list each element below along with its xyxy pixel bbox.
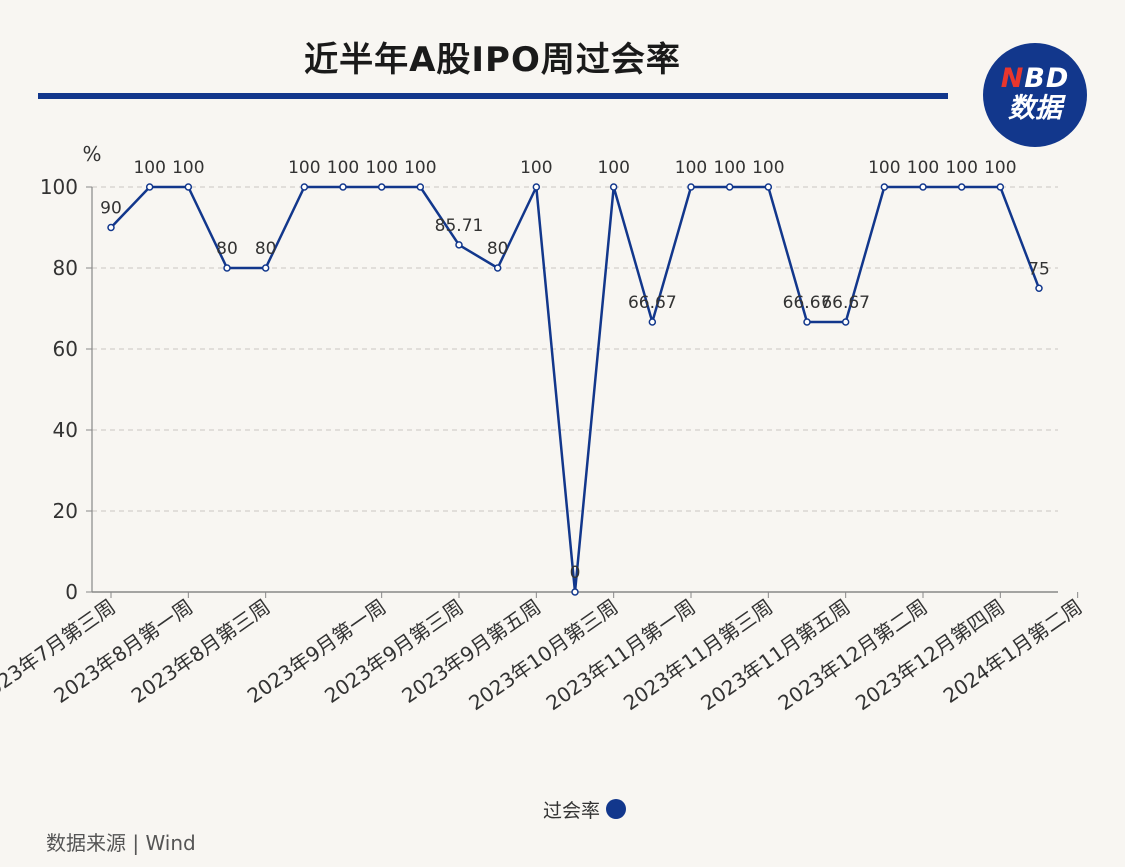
data-label: 100 <box>520 158 552 178</box>
data-point <box>1035 284 1043 292</box>
data-point <box>648 318 657 326</box>
y-tick-label: 100 <box>40 175 78 199</box>
data-label: 75 <box>1028 259 1050 279</box>
y-tick-label: 0 <box>65 580 78 604</box>
series-line <box>110 185 1041 594</box>
data-label: 100 <box>984 158 1016 178</box>
data-label: 100 <box>133 158 165 178</box>
logo-brand-prefix: N <box>1000 63 1025 94</box>
data-label: 0 <box>570 563 581 583</box>
data-label: 100 <box>172 158 204 178</box>
data-points <box>107 183 1043 596</box>
data-point <box>880 183 889 191</box>
logo-brand-rest: BD <box>1024 63 1070 94</box>
y-axis-ticks: 0 20 40 60 80 100 <box>40 175 92 604</box>
data-point <box>803 318 811 326</box>
data-label: 100 <box>713 158 745 178</box>
data-label: 100 <box>907 158 939 178</box>
data-label: 80 <box>487 239 509 259</box>
data-point <box>493 264 502 272</box>
data-point <box>223 264 231 272</box>
y-tick-label: 20 <box>53 499 78 523</box>
legend-label: 过会率 <box>543 800 600 822</box>
data-point <box>996 183 1005 191</box>
title-underline <box>38 93 948 99</box>
data-label: 100 <box>597 158 629 178</box>
data-label: 100 <box>288 158 320 178</box>
data-label: 100 <box>327 158 359 178</box>
data-label: 66.67 <box>628 293 677 313</box>
y-tick-label: 40 <box>53 418 78 442</box>
y-tick-label: 80 <box>53 256 78 280</box>
data-label: 100 <box>752 158 784 178</box>
data-point <box>261 264 270 272</box>
series-polyline <box>110 185 1041 594</box>
legend-marker <box>606 799 626 819</box>
data-point <box>184 183 193 191</box>
data-point <box>107 223 115 232</box>
x-tick-label: 2023年9月第三周 <box>320 594 468 708</box>
grid-lines <box>92 186 1058 512</box>
nbd-logo: NBD 数据 <box>983 43 1087 147</box>
data-source: 数据来源 | Wind <box>46 831 196 855</box>
data-point <box>841 318 850 326</box>
y-axis-unit: % <box>82 142 101 166</box>
data-point <box>455 241 463 249</box>
data-label: 100 <box>675 158 707 178</box>
x-axis-ticks: 2023年7月第三周2023年8月第一周2023年8月第三周2023年9月第一周… <box>0 592 1087 715</box>
data-point <box>532 183 541 191</box>
data-point <box>300 183 309 191</box>
data-label: 100 <box>404 158 436 178</box>
data-label: 66.67 <box>821 293 870 313</box>
chart-title: 近半年A股IPO周过会率 <box>304 40 681 80</box>
data-point <box>377 183 386 191</box>
data-label: 80 <box>216 239 238 259</box>
data-point <box>725 183 734 191</box>
data-point <box>957 183 966 191</box>
logo-name: 数据 <box>1008 93 1062 124</box>
data-point <box>339 183 347 191</box>
data-label: 85.71 <box>435 216 484 236</box>
x-tick-label: 2023年8月第一周 <box>49 594 197 708</box>
data-point <box>145 183 154 191</box>
y-tick-label: 60 <box>53 337 78 361</box>
data-point <box>687 183 695 191</box>
data-label: 80 <box>255 239 277 259</box>
data-label: 90 <box>100 199 122 219</box>
data-point <box>571 588 579 596</box>
data-label: 66.67 <box>783 293 832 313</box>
data-label: 100 <box>868 158 900 178</box>
legend: 过会率 <box>543 799 626 822</box>
data-point <box>609 183 618 191</box>
x-tick-label: 2024年1月第二周 <box>939 594 1087 708</box>
data-label: 100 <box>945 158 977 178</box>
data-point <box>416 183 425 191</box>
logo-brand: NBD <box>1001 65 1070 93</box>
data-point <box>919 183 927 191</box>
data-label: 100 <box>365 158 397 178</box>
data-point <box>764 183 773 191</box>
